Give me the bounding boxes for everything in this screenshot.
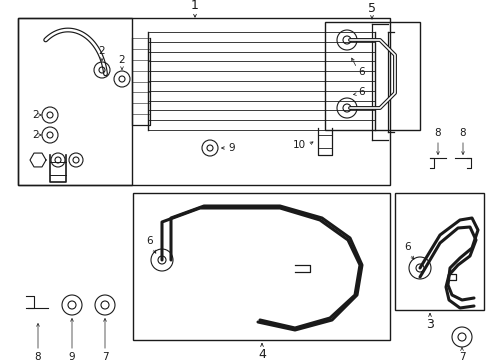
Bar <box>325 22 419 130</box>
Text: 8: 8 <box>459 128 466 138</box>
Text: 8: 8 <box>434 128 440 138</box>
Bar <box>133 193 389 340</box>
Bar <box>394 193 483 310</box>
Bar <box>18 18 132 185</box>
Text: 5: 5 <box>367 2 375 15</box>
Text: 4: 4 <box>258 348 265 360</box>
Text: 6: 6 <box>404 242 410 252</box>
Text: 3: 3 <box>425 318 433 331</box>
Text: 8: 8 <box>35 352 41 360</box>
Text: 1: 1 <box>191 0 199 12</box>
Text: 6: 6 <box>357 67 364 77</box>
Text: 7: 7 <box>102 352 108 360</box>
Bar <box>18 18 389 185</box>
Text: 9: 9 <box>227 143 234 153</box>
Text: 6: 6 <box>146 236 153 246</box>
Text: 9: 9 <box>68 352 75 360</box>
Text: 2: 2 <box>33 130 39 140</box>
Text: 7: 7 <box>458 352 465 360</box>
Text: 2: 2 <box>99 46 105 56</box>
Text: 6: 6 <box>357 87 364 97</box>
Text: 2: 2 <box>33 110 39 120</box>
Text: 10: 10 <box>292 140 305 150</box>
Text: 2: 2 <box>119 55 125 65</box>
